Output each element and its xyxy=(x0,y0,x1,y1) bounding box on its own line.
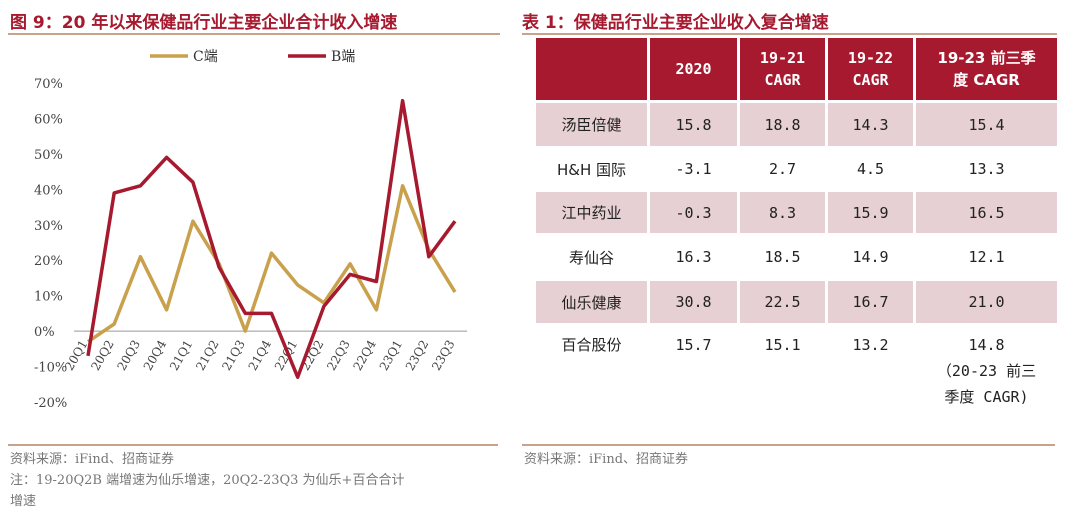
table-source: 资料来源：iFind、招商证券 xyxy=(524,452,689,467)
chart-title: 图 9：20 年以来保健品行业主要企业合计收入增速 xyxy=(10,13,398,33)
value-19-21: 2.7 xyxy=(740,146,828,189)
value-19-22: 13.2 xyxy=(828,323,916,413)
chart-note-line2: 增速 xyxy=(10,494,37,509)
y-tick-label: 50% xyxy=(34,148,63,163)
chart-axis: 70%60%50%40%30%20%10%0%-10%-20%20Q120Q22… xyxy=(34,77,467,411)
company-name: 江中药业 xyxy=(536,189,650,233)
value-19-21: 22.5 xyxy=(740,278,828,323)
table-header-row: 2020 19-21 CAGR 19-22 CAGR 19-23 前三季度 CAGR xyxy=(536,38,1057,100)
x-tick-label: 22Q3 xyxy=(324,338,352,373)
header-2020: 2020 xyxy=(650,38,740,100)
table-row: 江中药业 -0.3 8.3 15.9 16.5 xyxy=(536,189,1057,233)
value-19-22: 14.3 xyxy=(828,100,916,146)
x-tick-label: 21Q4 xyxy=(246,337,275,373)
left-panel: 图 9：20 年以来保健品行业主要企业合计收入增速 C端 B端 70% 60% 50%… xyxy=(0,0,505,513)
chart-note-line1: 注：19-20Q2B 端增速为仙乐增速，20Q2-23Q3 为仙乐+百合合计 xyxy=(10,473,405,488)
x-tick-label: 23Q1 xyxy=(377,338,405,373)
value-19-22: 15.9 xyxy=(828,189,916,233)
x-tick-label: 20Q4 xyxy=(141,337,170,373)
chart-source: 资料来源：iFind、招商证券 xyxy=(10,452,175,467)
line-chart: C端 B端 70% 60% 50% 40% 30% 20% 10% 0% -10% -20% 20Q1… xyxy=(34,49,467,411)
y-tick-label: 20% xyxy=(34,254,63,269)
table-row: H&H 国际 -3.1 2.7 4.5 13.3 xyxy=(536,146,1057,189)
company-name: H&H 国际 xyxy=(536,146,650,189)
x-tick-label: 22Q1 xyxy=(272,338,300,373)
value-19-21: 15.1 xyxy=(740,323,828,413)
value-19-21: 18.5 xyxy=(740,233,828,278)
y-tick-label: -10% xyxy=(34,361,67,376)
value-2020: -3.1 xyxy=(650,146,740,189)
x-tick-label: 22Q4 xyxy=(350,337,379,373)
value-19-22: 16.7 xyxy=(828,278,916,323)
header-19-21-cagr: 19-21 CAGR xyxy=(740,38,828,100)
value-19-23: 13.3 xyxy=(916,146,1057,189)
y-tick-label: 60% xyxy=(34,112,63,127)
title-rule xyxy=(8,33,500,35)
value-19-23: 15.4 xyxy=(916,100,1057,146)
value-19-21: 8.3 xyxy=(740,189,828,233)
table-title: 表 1：保健品行业主要企业收入复合增速 xyxy=(522,13,829,33)
legend-label: C端 xyxy=(193,49,218,65)
chart-legend: C端 B端 xyxy=(150,49,355,65)
value-2020: 16.3 xyxy=(650,233,740,278)
x-tick-label: 20Q2 xyxy=(88,338,116,373)
x-tick-label: 21Q3 xyxy=(219,338,247,373)
header-19-22-cagr: 19-22 CAGR xyxy=(828,38,916,100)
company-name: 寿仙谷 xyxy=(536,233,650,278)
chart-lines xyxy=(86,98,457,379)
x-tick-label: 23Q2 xyxy=(403,338,431,373)
value-19-23: 12.1 xyxy=(916,233,1057,278)
company-name: 汤臣倍健 xyxy=(536,100,650,146)
company-name: 百合股份 xyxy=(536,323,650,413)
header-company xyxy=(536,38,650,100)
revenue-cagr-table: 2020 19-21 CAGR 19-22 CAGR 19-23 前三季度 CAGR… xyxy=(536,38,1057,413)
table-row: 仙乐健康 30.8 22.5 16.7 21.0 xyxy=(536,278,1057,323)
y-tick-label: 10% xyxy=(34,290,63,305)
value-2020: 15.7 xyxy=(650,323,740,413)
table-row: 汤臣倍健 15.8 18.8 14.3 15.4 xyxy=(536,100,1057,146)
value-19-21: 18.8 xyxy=(740,100,828,146)
x-tick-label: 20Q3 xyxy=(115,338,143,373)
value-19-22: 4.5 xyxy=(828,146,916,189)
y-tick-label: 0% xyxy=(34,325,55,340)
bottom-rule-right xyxy=(522,444,1055,446)
title-rule-right xyxy=(522,33,1057,35)
value-2020: 15.8 xyxy=(650,100,740,146)
value-19-23: 16.5 xyxy=(916,189,1057,233)
x-tick-label: 21Q1 xyxy=(167,338,195,373)
right-panel: 表 1：保健品行业主要企业收入复合增速 2020 19-21 CAGR 19-22… xyxy=(522,0,1057,513)
value-2020: -0.3 xyxy=(650,189,740,233)
value-19-22: 14.9 xyxy=(828,233,916,278)
y-tick-label: 30% xyxy=(34,219,63,234)
y-tick-label: -20% xyxy=(34,396,67,411)
table-row: 百合股份 15.7 15.1 13.2 14.8 （20-23 前三 季度 CAGR… xyxy=(536,323,1057,413)
x-tick-label: 20Q1 xyxy=(62,338,90,373)
y-tick-label: 40% xyxy=(34,183,63,198)
legend-label: B端 xyxy=(331,49,355,65)
value-2020: 30.8 xyxy=(650,278,740,323)
table-row: 寿仙谷 16.3 18.5 14.9 12.1 xyxy=(536,233,1057,278)
series-line-c xyxy=(87,184,457,344)
company-name: 仙乐健康 xyxy=(536,278,650,323)
series-line-b xyxy=(86,98,457,379)
y-tick-label: 70% xyxy=(34,77,63,92)
header-19-23-cagr: 19-23 前三季度 CAGR xyxy=(916,38,1057,100)
x-tick-label: 21Q2 xyxy=(193,338,221,373)
value-19-23: 21.0 xyxy=(916,278,1057,323)
value-19-23: 14.8 （20-23 前三 季度 CAGR) xyxy=(916,323,1057,413)
x-tick-label: 23Q3 xyxy=(429,338,457,373)
bottom-rule xyxy=(8,444,498,446)
